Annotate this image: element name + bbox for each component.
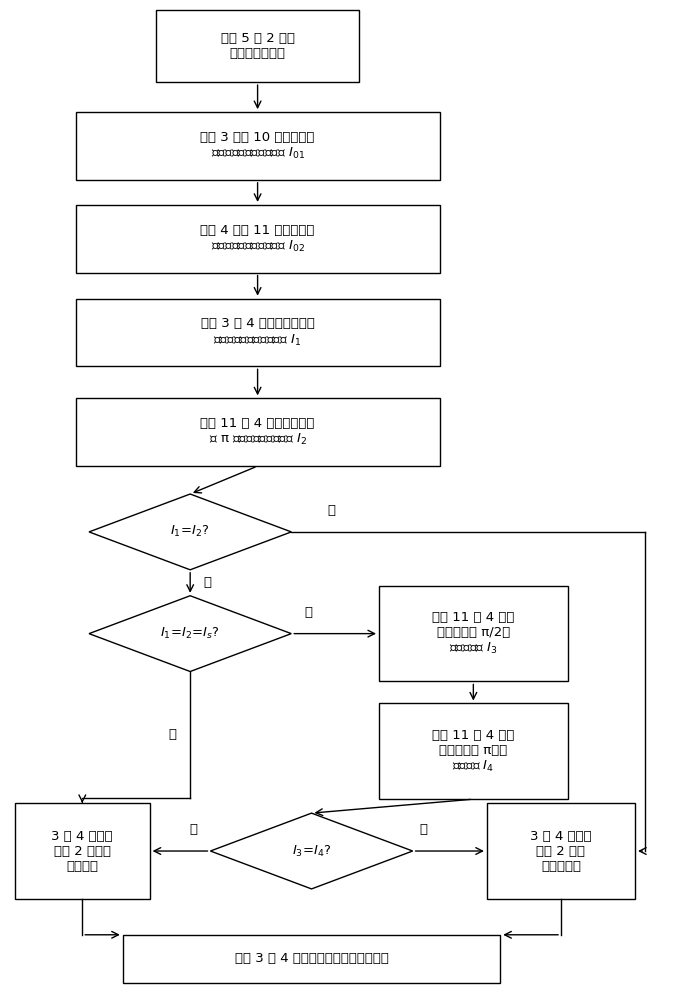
Text: 否: 否 bbox=[305, 606, 313, 619]
Polygon shape bbox=[211, 813, 413, 889]
Text: 旋转 11 将 4 的标
记方向转过 π/2，
采集光电流 $I_3$: 旋转 11 将 4 的标 记方向转过 π/2， 采集光电流 $I_3$ bbox=[432, 611, 515, 656]
FancyBboxPatch shape bbox=[487, 803, 635, 899]
Text: 否: 否 bbox=[420, 823, 427, 836]
Text: $I_1$=$I_2$=$I_s$?: $I_1$=$I_2$=$I_s$? bbox=[160, 626, 220, 641]
FancyBboxPatch shape bbox=[76, 398, 439, 466]
Text: $I_1$=$I_2$?: $I_1$=$I_2$? bbox=[171, 524, 210, 539]
FancyBboxPatch shape bbox=[379, 586, 568, 681]
Text: 否: 否 bbox=[328, 504, 336, 517]
Text: 旋转 11 将 4 的标
记方向转过 π，采
集光电流 $I_4$: 旋转 11 将 4 的标 记方向转过 π，采 集光电流 $I_4$ bbox=[432, 729, 515, 774]
FancyBboxPatch shape bbox=[76, 112, 439, 180]
FancyBboxPatch shape bbox=[379, 703, 568, 799]
Text: 是: 是 bbox=[169, 728, 177, 741]
Text: 查找 4 放入 11 后光电流最
大的位置，并标记；测量 $I_{02}$: 查找 4 放入 11 后光电流最 大的位置，并标记；测量 $I_{02}$ bbox=[200, 224, 315, 254]
Text: 3 和 4 的光轴
均与 2 的偏振
方向平行: 3 和 4 的光轴 均与 2 的偏振 方向平行 bbox=[51, 830, 113, 873]
FancyBboxPatch shape bbox=[156, 10, 359, 82]
Text: $I_3$=$I_4$?: $I_3$=$I_4$? bbox=[292, 843, 331, 859]
Polygon shape bbox=[89, 494, 291, 570]
FancyBboxPatch shape bbox=[76, 205, 439, 273]
Text: 查找 3 放入 10 后光电流最
大的位置，并标记；测量 $I_{01}$: 查找 3 放入 10 后光电流最 大的位置，并标记；测量 $I_{01}$ bbox=[200, 131, 315, 161]
Polygon shape bbox=[89, 596, 291, 672]
Text: 调节 5 与 2 的偏
振方向相互平行: 调节 5 与 2 的偏 振方向相互平行 bbox=[221, 32, 294, 60]
Text: 是: 是 bbox=[204, 576, 212, 589]
FancyBboxPatch shape bbox=[76, 299, 439, 366]
Text: 标记 3 和 4 的正确光轴方向，结束操作: 标记 3 和 4 的正确光轴方向，结束操作 bbox=[235, 952, 389, 965]
FancyBboxPatch shape bbox=[123, 935, 500, 983]
FancyBboxPatch shape bbox=[15, 803, 150, 899]
Text: 是: 是 bbox=[189, 823, 197, 836]
Text: 调节 3 和 4 的标记方向相互
平行，采集此时光电流值 $I_1$: 调节 3 和 4 的标记方向相互 平行，采集此时光电流值 $I_1$ bbox=[200, 317, 315, 348]
Text: 3 和 4 的光轴
均与 2 的偏
振方向垂直: 3 和 4 的光轴 均与 2 的偏 振方向垂直 bbox=[530, 830, 592, 873]
Text: 旋转 11 将 4 的标记方向转
过 π 角度，采集光电流值 $I_2$: 旋转 11 将 4 的标记方向转 过 π 角度，采集光电流值 $I_2$ bbox=[200, 417, 315, 447]
